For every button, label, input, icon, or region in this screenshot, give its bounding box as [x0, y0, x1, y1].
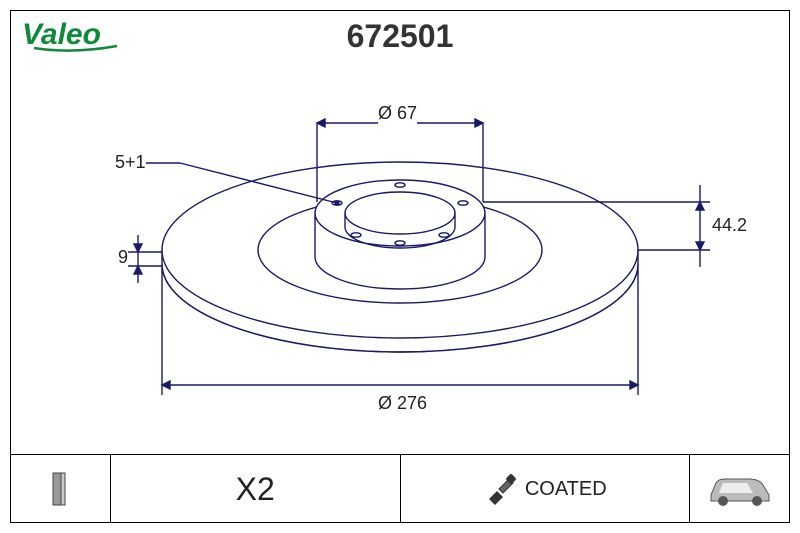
coated-label: COATED — [525, 478, 607, 501]
footer-car-icon-cell — [690, 455, 790, 523]
dim-outer-diameter: Ø 276 — [378, 393, 427, 414]
footer-pad-icon-cell — [10, 455, 110, 523]
dim-bolt-pattern: 5+1 — [115, 152, 146, 173]
quantity-label: X2 — [236, 471, 275, 508]
footer: X2 COATED — [10, 455, 790, 523]
footer-coated-cell: COATED — [401, 455, 690, 523]
paint-brush-icon — [483, 471, 519, 507]
footer-quantity-cell: X2 — [111, 455, 400, 523]
brake-pad-icon — [45, 469, 75, 509]
logo-text: Valeo — [22, 18, 101, 51]
dim-thickness: 9 — [118, 247, 128, 268]
dim-height: 44.2 — [712, 215, 747, 236]
part-number: 672501 — [347, 18, 454, 55]
car-icon — [705, 469, 775, 509]
dim-hub-diameter: Ø 67 — [378, 103, 417, 124]
